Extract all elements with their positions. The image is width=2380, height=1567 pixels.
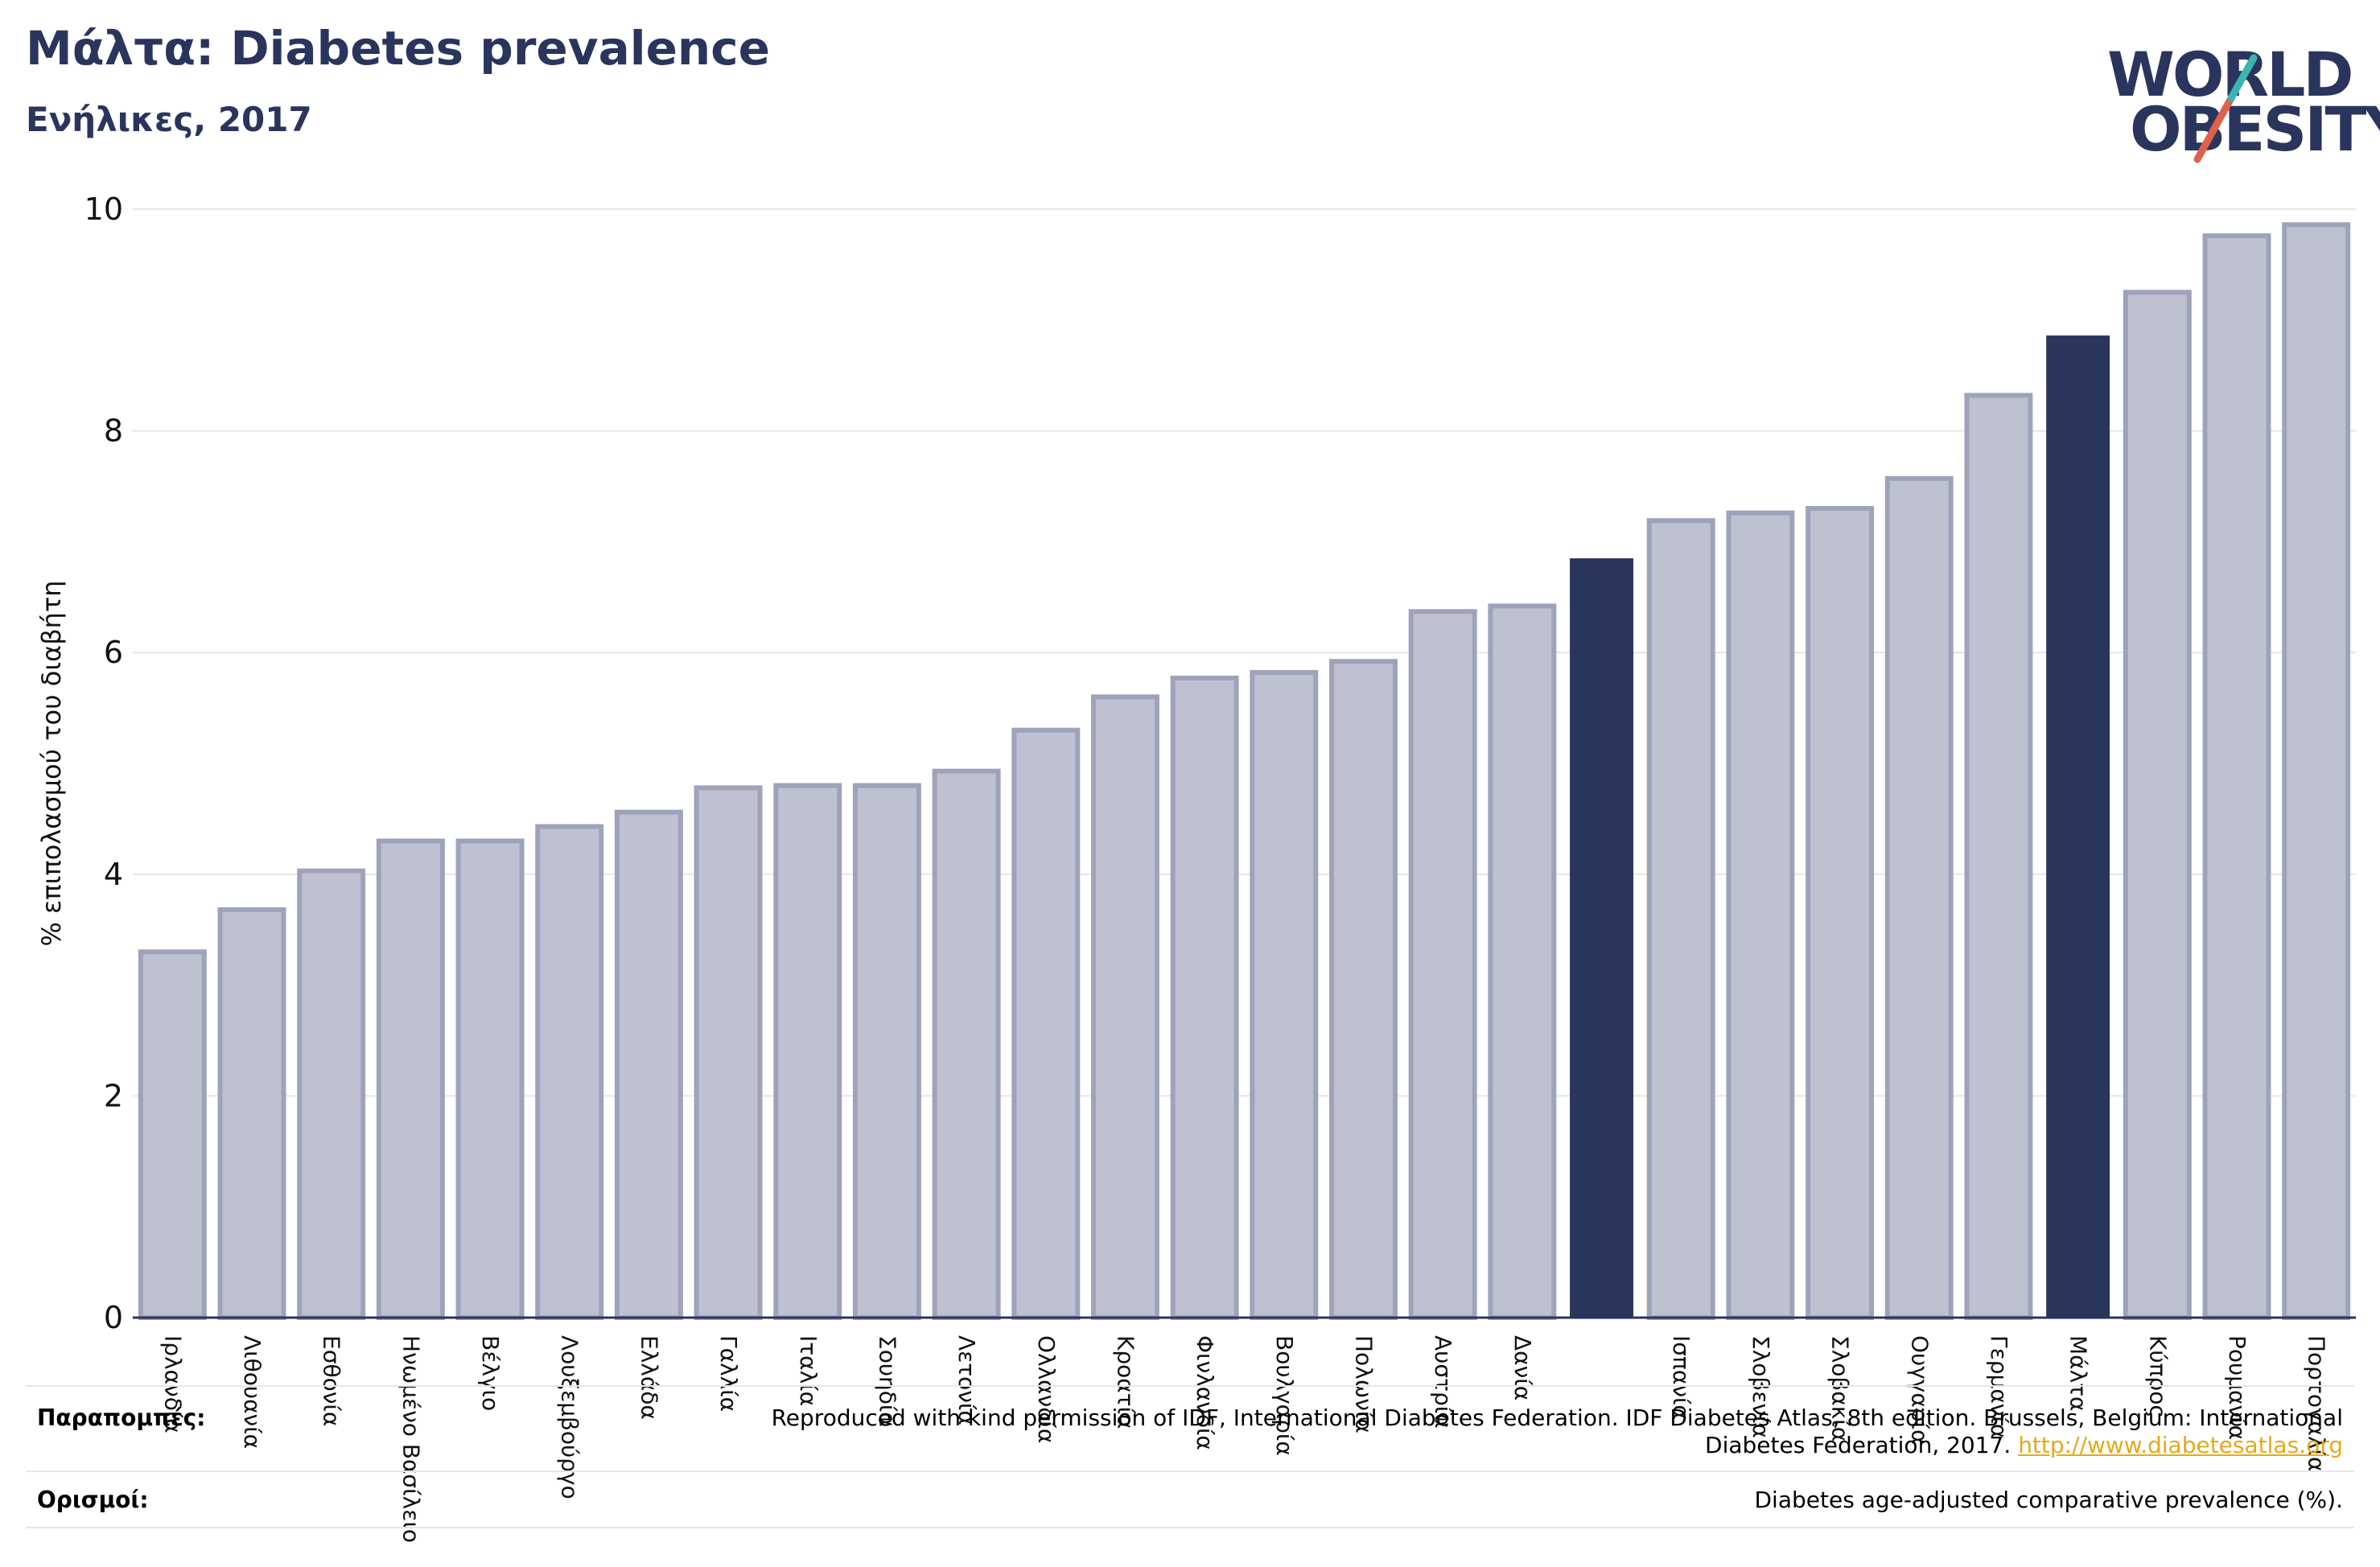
bar-chart: 0 2 4 6 8 10 % επιπολασμού του διαβήτη Ιρλανδία… [36, 191, 2356, 1543]
x-tick-label: Εσθονία [319, 1335, 345, 1426]
references-link[interactable]: http://www.diabetesatlas.org [2018, 1432, 2343, 1458]
references-label: Παραπομπές: [37, 1405, 206, 1431]
bar [455, 838, 525, 1320]
logo-line-2: OBESITY [2130, 93, 2380, 165]
page-title: Μάλτα: Diabetes prevalence [26, 21, 770, 76]
bar-highlight [2046, 335, 2110, 1318]
bar [932, 768, 1001, 1320]
y-tick-label: 0 [104, 1300, 123, 1335]
bar [2282, 222, 2351, 1321]
references-row: Παραπομπές: Reproduced with kind permiss… [26, 1385, 2354, 1472]
x-tick-label: Ελλάδα [636, 1335, 662, 1420]
world-obesity-logo: WORLD OBESITY [2096, 24, 2380, 169]
logo-slash-icon [2193, 54, 2258, 163]
x-tick-label: Λετονία [953, 1335, 980, 1425]
x-tick-label: Βουλγαρία [1271, 1335, 1298, 1456]
x-tick-label: Κροατία [1112, 1335, 1139, 1429]
bar [1091, 694, 1159, 1320]
references-text: Reproduced with kind permission of IDF, … [772, 1405, 2343, 1459]
y-axis-label: % επιπολασμού του διαβήτη [36, 580, 67, 946]
x-tick-label: Μάλτα [2065, 1335, 2092, 1412]
bar [297, 868, 366, 1320]
bar [2202, 233, 2271, 1320]
bar [773, 783, 842, 1320]
x-tick-label: Αυστρία [1430, 1335, 1456, 1429]
bar [138, 949, 207, 1320]
y-tick-label: 8 [104, 413, 123, 449]
x-tick-label: Βέλγιο [477, 1335, 504, 1411]
definitions-text: Diabetes age-adjusted comparative preval… [1754, 1487, 2344, 1513]
y-tick-label: 4 [104, 857, 123, 892]
x-tick-label: Φινλανδία [1192, 1335, 1218, 1450]
x-tick-label: Κύπρος [2144, 1335, 2171, 1418]
x-tick-label: Γερμανία [1986, 1335, 2012, 1438]
page-subtitle: Ενήλικες, 2017 [26, 100, 312, 139]
bar [1806, 506, 1875, 1320]
x-tick-label: Ηνωμένο Βασίλειο [397, 1335, 424, 1543]
definitions-label: Ορισμοί: [37, 1487, 149, 1513]
bar [1329, 659, 1398, 1320]
bar-highlight [1570, 558, 1634, 1318]
bar [535, 824, 604, 1320]
x-tick-label: Ρουμανία [2224, 1335, 2250, 1440]
x-tick-label: Ουγγαρία [1906, 1335, 1933, 1445]
bar [1170, 675, 1239, 1320]
bar [852, 783, 921, 1320]
bar [614, 809, 683, 1320]
x-tick-label: Σουηδία [874, 1335, 900, 1427]
bar [1726, 510, 1795, 1320]
definitions-row: Ορισμοί: Diabetes age-adjusted comparati… [26, 1470, 2354, 1528]
x-tick-label: Δανία [1509, 1335, 1536, 1400]
bar [217, 907, 286, 1320]
bar [1250, 670, 1319, 1320]
x-tick-label: Σλοβακία [1827, 1335, 1854, 1442]
bar [2123, 290, 2192, 1321]
x-tick-label: Γαλλία [715, 1335, 742, 1412]
bar [1011, 727, 1081, 1320]
references-text-line-1: Reproduced with kind permission of IDF, … [771, 1405, 2343, 1431]
bar [1408, 609, 1477, 1320]
bar [1884, 475, 1954, 1320]
bar [376, 838, 445, 1320]
x-tick-label: Ιρλανδία [159, 1335, 186, 1433]
x-tick-label: Ισπανία [1668, 1335, 1694, 1420]
y-tick-label: 10 [84, 191, 123, 227]
bar [1646, 518, 1715, 1320]
references-text-line-2: Diabetes Federation, 2017. [1705, 1432, 2011, 1458]
bar [1488, 603, 1557, 1320]
y-tick-label: 6 [104, 635, 123, 670]
y-tick-label: 2 [104, 1078, 123, 1113]
bar [1964, 393, 2033, 1320]
bar [694, 785, 763, 1320]
x-tick-label: Πολωνία [1351, 1335, 1377, 1433]
x-tick-label: Ιταλία [795, 1335, 821, 1406]
x-tick-label: Λιθουανία [239, 1335, 266, 1449]
x-tick-label: Πορτογαλία [2304, 1335, 2330, 1471]
x-tick-label: Ολλανδία [1033, 1335, 1060, 1443]
